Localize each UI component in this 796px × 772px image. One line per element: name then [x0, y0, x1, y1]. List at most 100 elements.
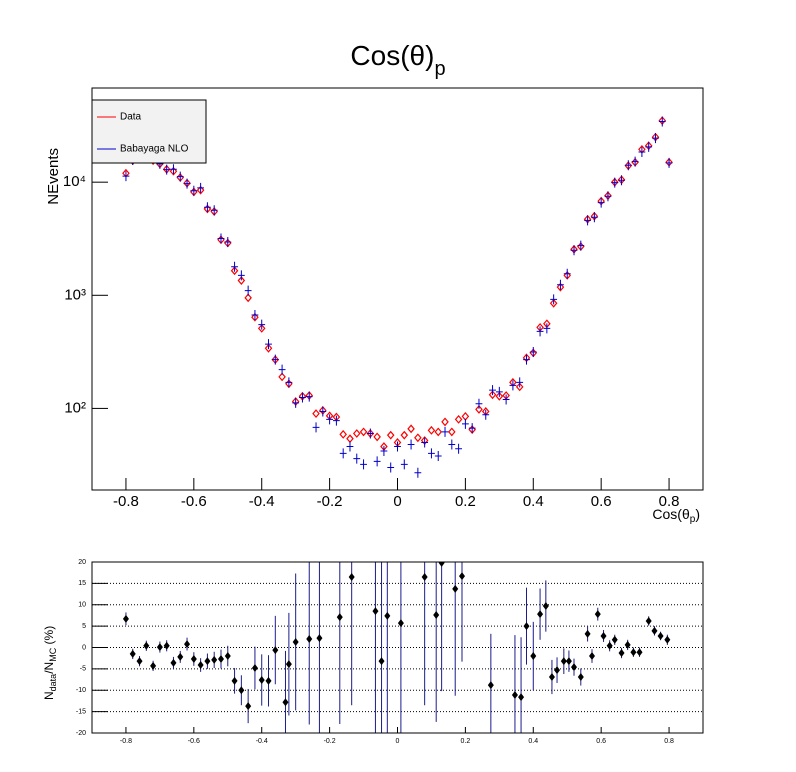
- ratio-point: [348, 572, 355, 581]
- x-tick-label: -0.4: [249, 493, 275, 510]
- ylabel-part: N: [42, 691, 56, 700]
- mc-point: [631, 156, 639, 167]
- mc-point: [461, 418, 469, 429]
- ratio-point: [197, 661, 204, 670]
- ratio-point: [511, 690, 518, 699]
- ratio-point: [231, 676, 238, 685]
- ratio-point: [238, 686, 245, 695]
- ratio-point: [251, 664, 258, 673]
- mc-point: [197, 182, 205, 193]
- data-point: [237, 276, 246, 285]
- x-tick-label: 0.4: [523, 493, 544, 510]
- mc-point: [604, 191, 612, 202]
- xlabel-part: Cos(θ: [652, 506, 690, 522]
- mc-point: [645, 141, 653, 152]
- ratio-point: [384, 611, 391, 620]
- y-tick-label: -20: [76, 730, 86, 737]
- x-tick-label: 0.4: [528, 738, 538, 745]
- ylabel-part: (%): [42, 626, 56, 648]
- ratio-point: [170, 658, 177, 667]
- ratio-point: [630, 648, 637, 657]
- ratio-point: [458, 572, 465, 581]
- main-panel: 10² 10³ 10⁴ -0.8 -0.6 -0.4 -0.2 0 0.2 0.4 0.6 0.8: [63, 87, 704, 510]
- x-tick-label: 0: [393, 493, 401, 510]
- mc-point: [584, 215, 591, 226]
- x-tick-label: -0.2: [324, 738, 336, 745]
- ratio-point: [190, 655, 197, 664]
- mc-point: [373, 456, 381, 467]
- mc-point: [482, 409, 490, 420]
- mc-point: [258, 319, 266, 330]
- data-point: [264, 343, 273, 353]
- mc-point: [190, 185, 198, 196]
- mc-point: [292, 397, 300, 408]
- mc-point: [550, 294, 558, 305]
- data-point: [488, 390, 497, 400]
- ratio-point: [265, 676, 272, 685]
- ratio-point: [156, 643, 163, 652]
- ratio-point: [530, 652, 537, 661]
- ratio-point: [143, 641, 150, 650]
- mc-point: [509, 380, 517, 391]
- y-tick-label: 10⁴: [63, 173, 86, 190]
- mc-point: [360, 459, 367, 470]
- frame: [91, 87, 704, 491]
- mc-point: [353, 453, 361, 464]
- ratio-point: [565, 657, 572, 666]
- ratio-point: [636, 648, 643, 657]
- mc-point: [448, 439, 456, 450]
- ratio-point: [518, 693, 525, 702]
- ratio-point: [624, 640, 631, 649]
- ratio-point: [421, 572, 428, 581]
- x-tick-label: 0.2: [455, 493, 476, 510]
- ratio-point: [224, 652, 231, 661]
- ratio-point: [554, 666, 561, 675]
- x-tick-label: -0.2: [317, 493, 343, 510]
- mc-point: [285, 377, 293, 388]
- ratio-point: [245, 702, 252, 711]
- mc-point: [366, 428, 374, 439]
- ratio-point: [606, 641, 613, 650]
- ratio-point: [438, 562, 445, 567]
- x-tick-label: -0.4: [256, 738, 268, 745]
- mc-point: [414, 467, 422, 478]
- ylabel-part: /N: [42, 662, 56, 674]
- y-tick-label: -15: [76, 708, 86, 715]
- x-tick-label: -0.6: [181, 493, 207, 510]
- mc-point: [299, 392, 306, 403]
- ratio-point: [487, 681, 494, 690]
- data-point: [407, 424, 415, 434]
- data-point: [427, 425, 436, 435]
- ylabel-sub: MC: [48, 647, 58, 661]
- data-point: [448, 427, 456, 437]
- mc-point: [251, 309, 259, 320]
- mc-point: [346, 441, 354, 452]
- mc-point: [475, 398, 483, 409]
- mc-point: [665, 157, 673, 168]
- ratio-point: [177, 652, 184, 661]
- ratio-point: [285, 660, 292, 669]
- ratio-point: [657, 631, 664, 640]
- ratio-point: [664, 635, 671, 644]
- mc-point: [224, 236, 232, 247]
- data-point: [359, 427, 368, 437]
- data-point: [386, 430, 395, 440]
- mc-point: [333, 415, 340, 426]
- data-point: [312, 409, 320, 419]
- mc-point: [455, 443, 462, 454]
- frame: [91, 561, 704, 734]
- legend-label: Babayaga NLO: [120, 144, 189, 155]
- mc-point: [210, 205, 218, 216]
- mc-point: [421, 437, 429, 448]
- ratio-point: [577, 672, 584, 681]
- data-point: [495, 391, 504, 401]
- ratio-point: [560, 657, 567, 666]
- mc-point: [658, 116, 666, 127]
- data-point: [352, 429, 361, 438]
- y-tick-label: 15: [78, 580, 86, 587]
- data-point: [244, 293, 252, 303]
- x-tick-label: 0.6: [596, 738, 606, 745]
- y-tick-label: 0: [82, 644, 86, 651]
- ratio-y-label: Ndata/NMC (%): [42, 626, 58, 700]
